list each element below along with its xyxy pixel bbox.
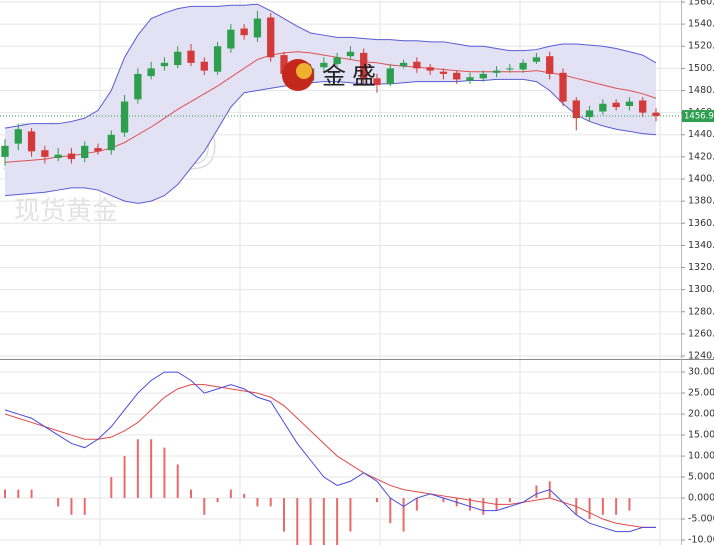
candle-body	[426, 67, 434, 71]
candle-body	[346, 51, 355, 57]
band-upper	[4, 3, 657, 129]
y-tick-label: 1400.0	[688, 174, 714, 185]
candle-body	[160, 62, 169, 67]
candle-body	[253, 18, 262, 38]
candle-body	[639, 100, 647, 113]
candle-body	[120, 101, 129, 133]
candle-body	[413, 61, 421, 69]
y-tick-label: 1260.0	[688, 328, 714, 339]
candle-body	[14, 129, 22, 144]
y-tick-label: 15.000	[688, 430, 714, 441]
candle-body	[174, 51, 182, 66]
candle-body	[213, 46, 222, 72]
y-tick-label: 1440.0	[688, 129, 714, 140]
y-tick-label: 1380.0	[688, 196, 714, 207]
y-tick-label: 1420.0	[688, 151, 714, 162]
candle-body	[585, 110, 594, 118]
candle-body	[519, 62, 527, 70]
band-fill	[5, 4, 656, 204]
y-tick-label: 25.000	[688, 388, 714, 399]
candle-body	[599, 103, 607, 112]
candle-body	[200, 61, 208, 71]
candle-body	[386, 68, 394, 84]
y-tick-label: 1300.0	[688, 284, 714, 295]
macd-dif	[4, 371, 656, 533]
band-lower	[4, 78, 657, 204]
candle-body	[134, 73, 142, 100]
candle-body	[453, 72, 461, 80]
candle-body	[94, 148, 102, 152]
y-tick-label: 1340.0	[688, 240, 714, 251]
candle-body	[1, 145, 9, 157]
candle-body	[280, 55, 288, 74]
y-tick-label: 1520.0	[688, 41, 714, 52]
candle-body	[107, 134, 115, 151]
y-tick-label: 1560.0	[688, 0, 714, 7]
logo-icon	[296, 63, 312, 79]
y-tick-label: 1280.0	[688, 306, 714, 317]
candle-body	[333, 57, 341, 64]
candle-body	[147, 68, 155, 77]
y-tick-label: 1540.0	[688, 19, 714, 30]
y-tick-label: 10.000	[688, 451, 714, 462]
y-tick-label: 1500.0	[688, 63, 714, 74]
logo: 金盛	[282, 59, 382, 91]
candle-body	[492, 70, 501, 73]
candle-body	[652, 112, 660, 117]
candle-body	[240, 28, 248, 36]
candle-body	[625, 101, 634, 106]
candle-body	[41, 150, 49, 157]
y-tick-label: 5.000	[688, 472, 714, 483]
y-tick-label: 0.000	[688, 493, 714, 504]
candle-body	[373, 78, 381, 85]
candle-body	[27, 131, 36, 152]
y-tick-label: 20.000	[688, 409, 714, 420]
y-tick-label: 1480.0	[688, 85, 714, 96]
candle-body	[572, 100, 580, 119]
candle-body	[81, 145, 89, 158]
last-price-label: 1456.91	[684, 112, 714, 122]
y-tick-label: -5.000	[688, 514, 714, 525]
candle-body	[67, 153, 76, 160]
candle-body	[532, 57, 541, 62]
y-tick-label: 30.000	[688, 367, 714, 378]
macd-dea	[4, 384, 656, 528]
candle-body	[54, 154, 62, 158]
candle-body	[546, 56, 554, 74]
y-tick-label: 1240.0	[688, 351, 714, 362]
candle-body	[227, 29, 235, 49]
candle-body	[187, 50, 195, 63]
logo-text: 金盛	[322, 62, 382, 90]
candle-body	[466, 77, 474, 81]
candle-body	[479, 73, 487, 79]
candle-body	[506, 68, 514, 70]
y-tick-label: 1360.0	[688, 218, 714, 229]
candle-body	[267, 17, 275, 58]
candle-body	[439, 71, 448, 74]
y-tick-label: 1320.0	[688, 262, 714, 273]
candle-body	[360, 52, 368, 80]
candle-body	[612, 102, 620, 108]
y-tick-label: -10.000	[688, 535, 714, 545]
candle-body	[320, 62, 328, 68]
candle-body	[399, 62, 408, 67]
candle-body	[559, 72, 567, 102]
last-price-box	[682, 110, 714, 123]
